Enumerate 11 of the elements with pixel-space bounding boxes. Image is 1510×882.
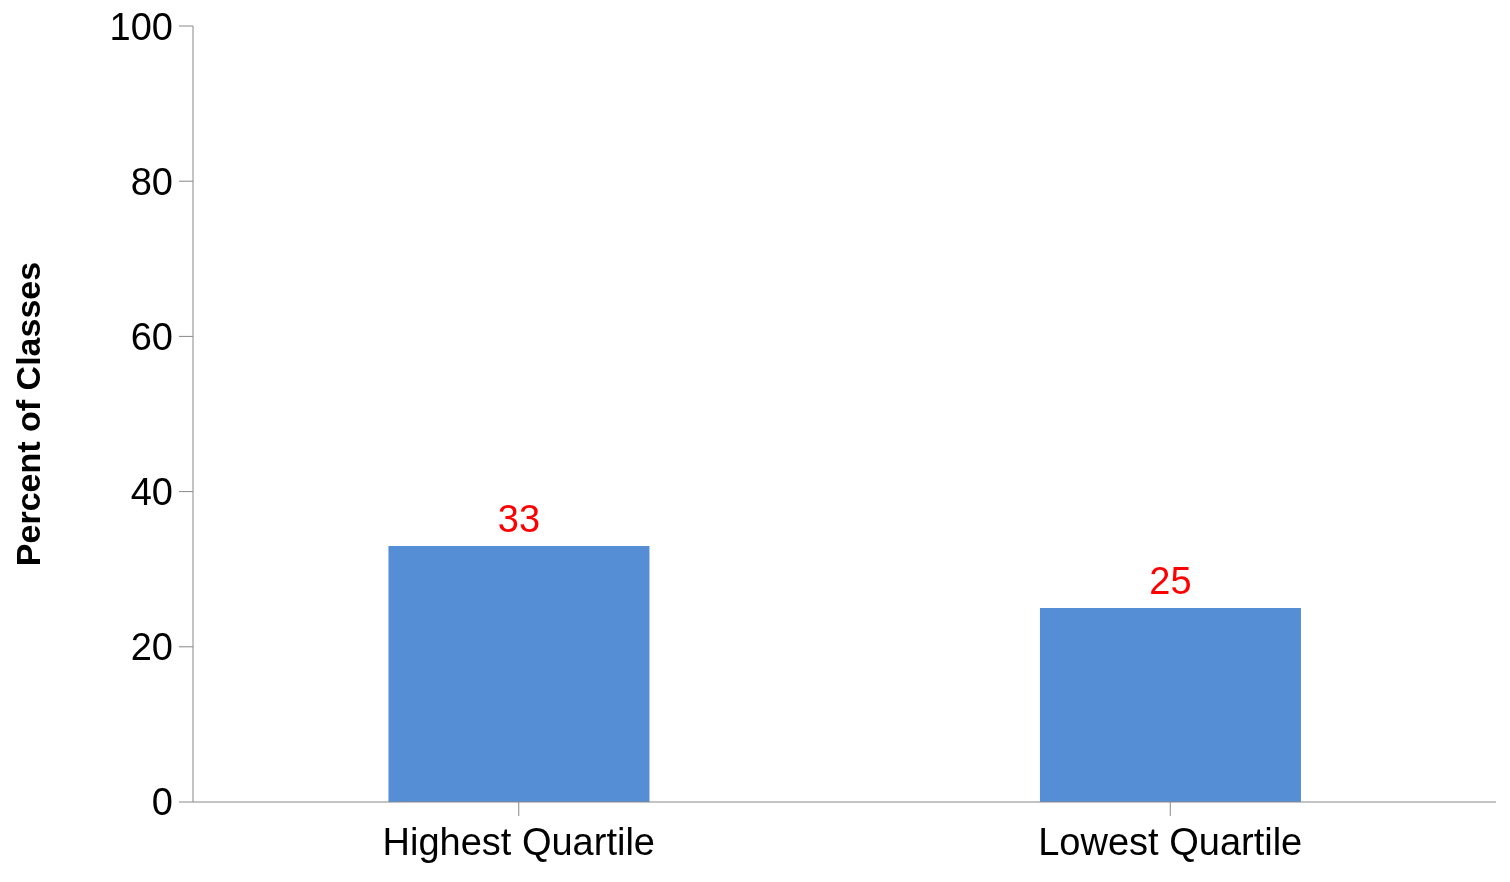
y-tick-label: 100 xyxy=(109,5,173,48)
x-tick-label: Lowest Quartile xyxy=(1038,820,1303,863)
data-label: 25 xyxy=(1149,560,1192,602)
y-tick-label: 60 xyxy=(130,315,173,358)
data-label: 33 xyxy=(497,497,541,540)
y-tick-label: 0 xyxy=(151,781,173,824)
y-tick-label: 20 xyxy=(130,626,173,669)
x-tick-label: Highest Quartile xyxy=(382,820,655,863)
y-tick-label: 80 xyxy=(130,160,173,203)
y-tick-label: 40 xyxy=(130,471,173,514)
y-axis-title: Percent of Classes xyxy=(9,261,48,567)
